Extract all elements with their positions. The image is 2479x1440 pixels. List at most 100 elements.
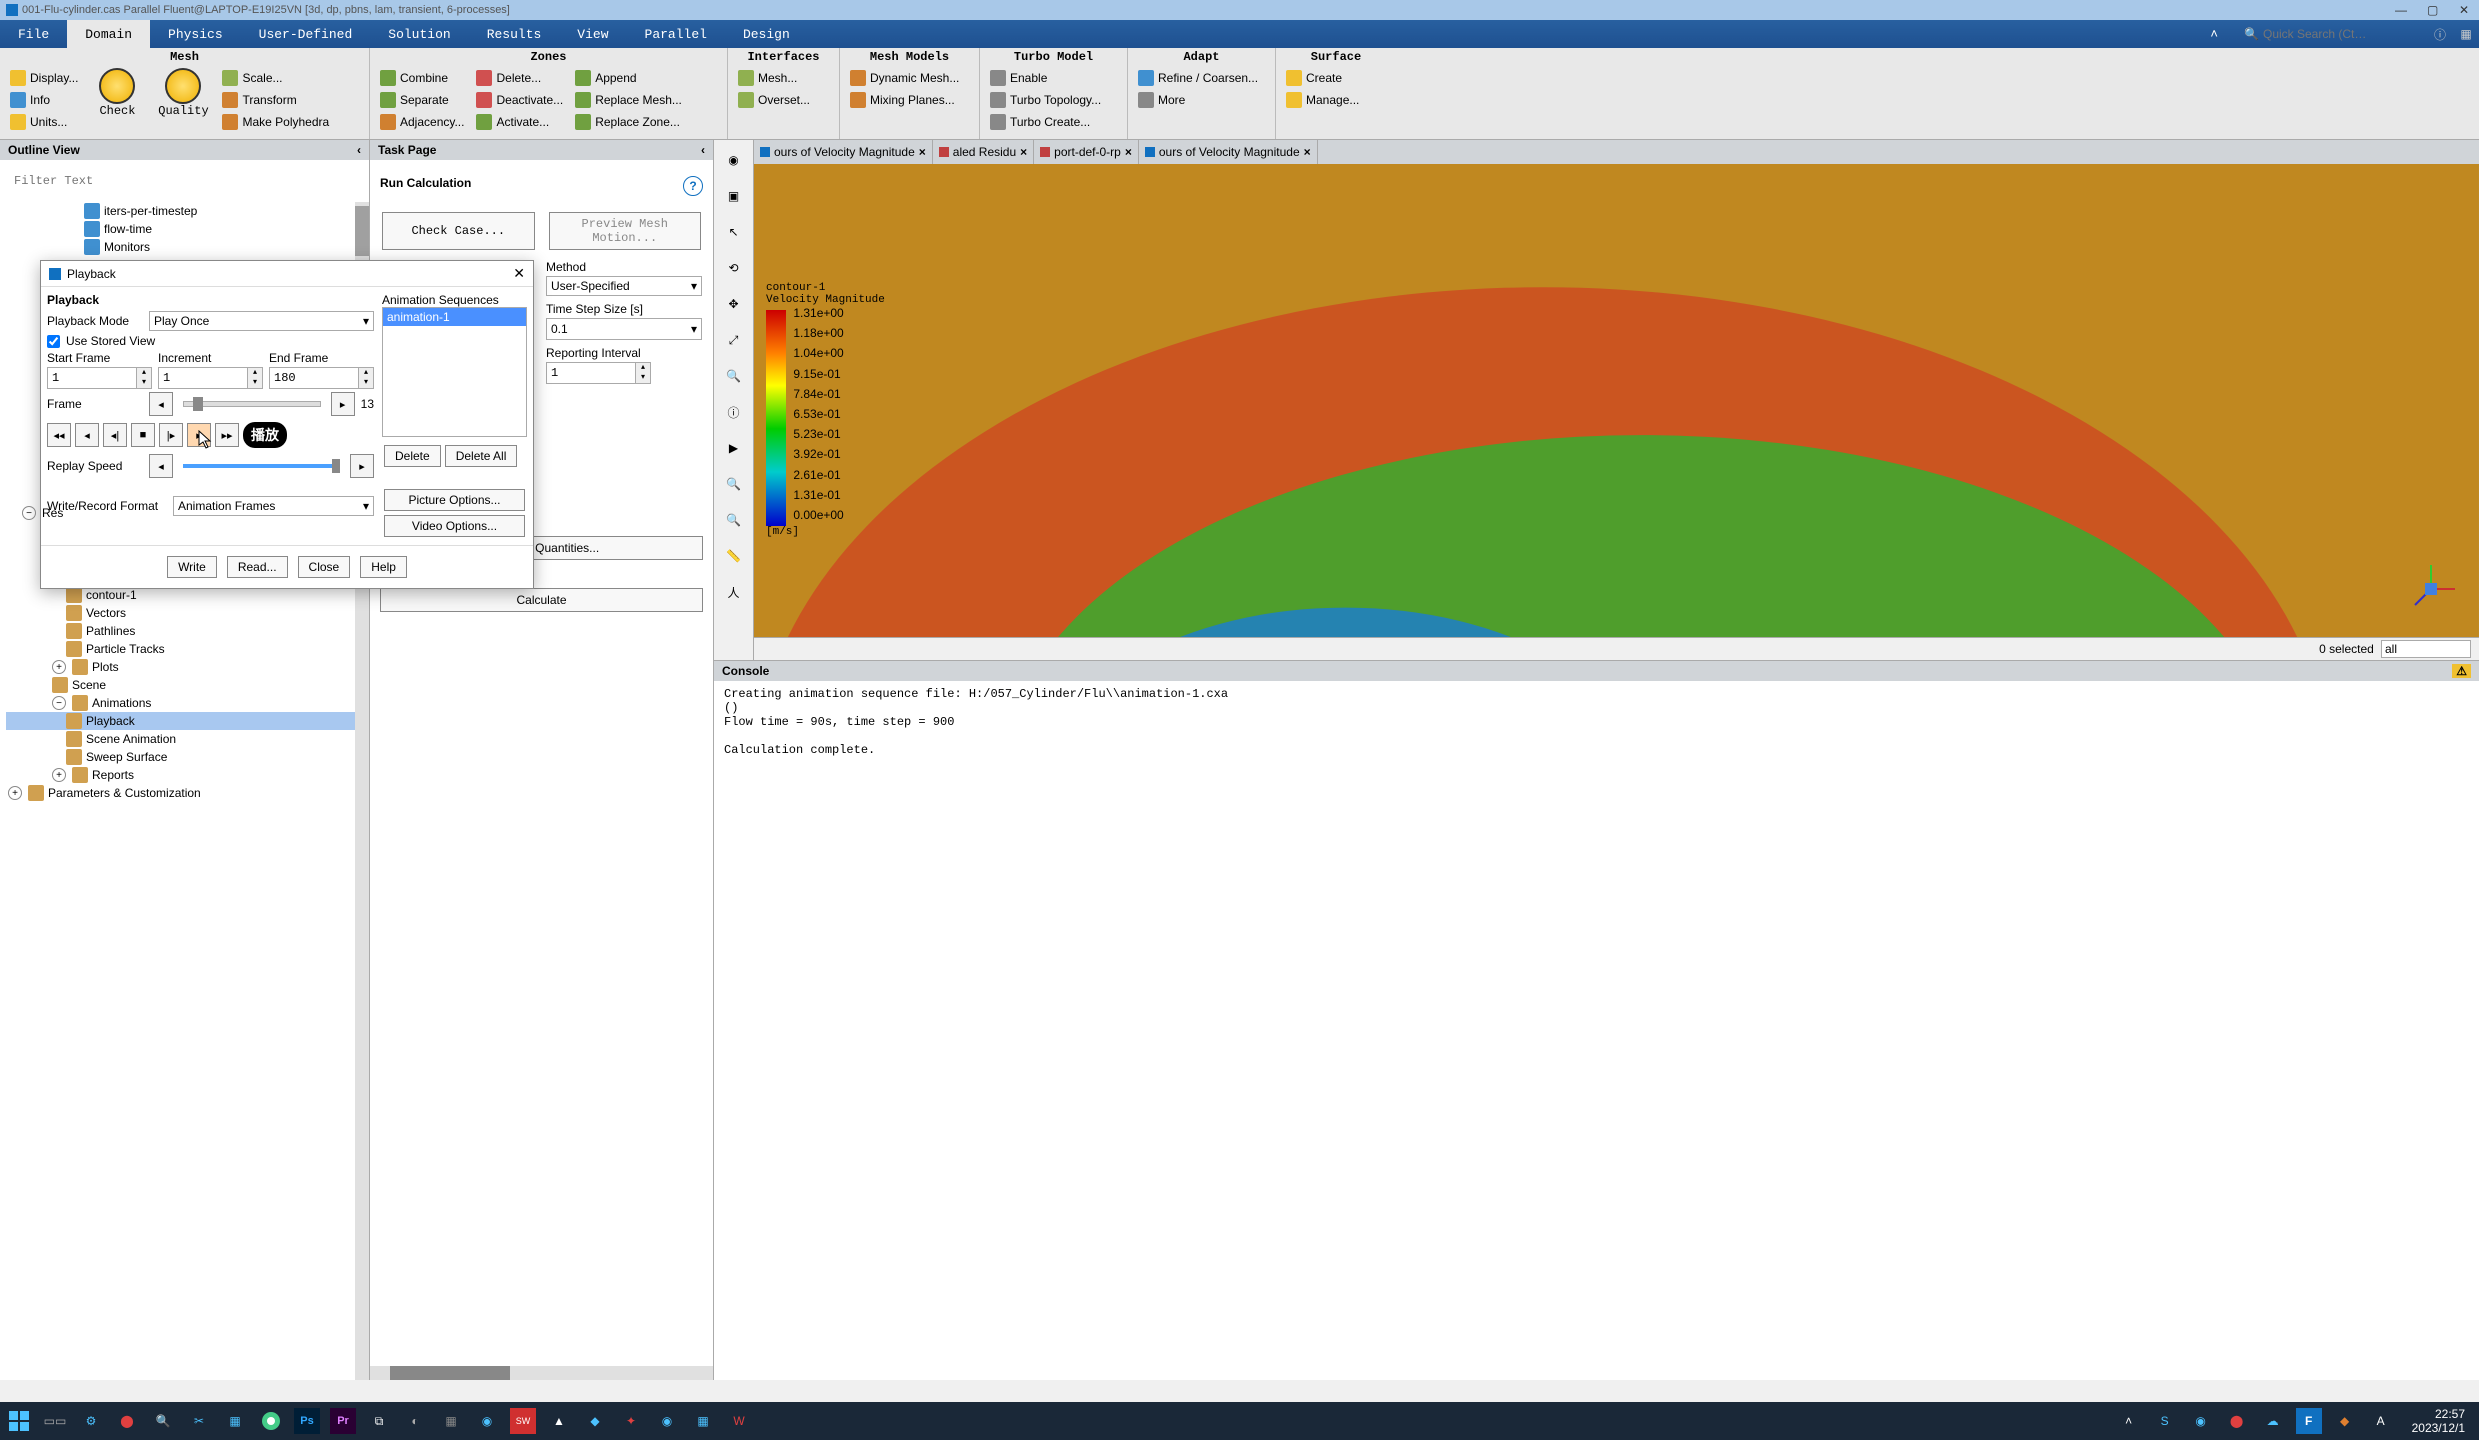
tree-item-parameters---customization[interactable]: +Parameters & Customization bbox=[6, 784, 369, 802]
delete-all-button[interactable]: Delete All bbox=[445, 445, 518, 467]
ribbon-append[interactable]: Append bbox=[571, 68, 686, 88]
tab-close-icon[interactable]: × bbox=[1125, 145, 1132, 159]
ribbon-enable[interactable]: Enable bbox=[986, 68, 1105, 88]
taskpage-hscroll[interactable] bbox=[370, 1366, 713, 1380]
outline-filter-input[interactable] bbox=[8, 168, 361, 194]
results-expander[interactable]: − bbox=[22, 506, 36, 520]
ribbon-separate[interactable]: Separate bbox=[376, 90, 468, 110]
tree-item-scene[interactable]: Scene bbox=[6, 676, 369, 694]
tb-rotate-icon[interactable]: ⟲ bbox=[720, 254, 748, 282]
app-icon-4[interactable]: ◆ bbox=[582, 1408, 608, 1434]
ribbon-check[interactable]: Check bbox=[86, 68, 148, 118]
ribbon-overset---[interactable]: Overset... bbox=[734, 90, 814, 110]
ribbon-combine[interactable]: Combine bbox=[376, 68, 468, 88]
solidworks-icon[interactable]: SW bbox=[510, 1408, 536, 1434]
orientation-triad[interactable] bbox=[2403, 561, 2459, 617]
taskview-icon[interactable]: ▭▭ bbox=[42, 1408, 68, 1434]
ribbon-turbo-topology---[interactable]: Turbo Topology... bbox=[986, 90, 1105, 110]
ribbon-delete---[interactable]: Delete... bbox=[472, 68, 567, 88]
menu-results[interactable]: Results bbox=[469, 20, 560, 48]
frame-next-button[interactable]: ▸ bbox=[331, 392, 355, 416]
ribbon-quality[interactable]: Quality bbox=[152, 68, 214, 118]
ribbon-info[interactable]: Info bbox=[6, 90, 82, 110]
expander-icon[interactable]: + bbox=[52, 768, 66, 782]
tree-item-monitors[interactable]: Monitors bbox=[6, 238, 369, 256]
tab-close-icon[interactable]: × bbox=[1304, 145, 1311, 159]
tb-magnify-icon[interactable]: 🔍 bbox=[720, 362, 748, 390]
fluent-tb-icon[interactable]: F bbox=[2296, 1408, 2322, 1434]
ribbon-create[interactable]: Create bbox=[1282, 68, 1363, 88]
close-button[interactable]: Close bbox=[298, 556, 351, 578]
taskpage-collapse-icon[interactable]: ‹ bbox=[701, 143, 705, 157]
tray-chevron[interactable]: ˄ bbox=[2116, 1408, 2142, 1434]
end-frame-input[interactable] bbox=[269, 367, 359, 389]
tree-item-playback[interactable]: Playback bbox=[6, 712, 369, 730]
app-icon-1[interactable]: ▦ bbox=[438, 1408, 464, 1434]
tb-person-icon[interactable]: 人 bbox=[720, 578, 748, 606]
chrome-icon[interactable] bbox=[258, 1408, 284, 1434]
steam-icon[interactable]: ◐ bbox=[402, 1408, 428, 1434]
onedrive-icon[interactable]: ☁ bbox=[2260, 1408, 2286, 1434]
ribbon-activate---[interactable]: Activate... bbox=[472, 112, 567, 132]
outline-collapse-icon[interactable]: ‹ bbox=[357, 143, 361, 157]
tray-icon-2[interactable]: ◉ bbox=[2188, 1408, 2214, 1434]
write-button[interactable]: Write bbox=[167, 556, 217, 578]
app-icon-7[interactable]: ▦ bbox=[690, 1408, 716, 1434]
ribbon-refine---coarsen---[interactable]: Refine / Coarsen... bbox=[1134, 68, 1262, 88]
tb-ruler-icon[interactable]: 📏 bbox=[720, 542, 748, 570]
play-button[interactable]: ▸ bbox=[187, 423, 211, 447]
anim-seq-listbox[interactable]: animation-1 bbox=[382, 307, 527, 437]
taskbar-clock[interactable]: 22:57 2023/12/1 bbox=[2404, 1407, 2473, 1436]
app-icon-5[interactable]: ✦ bbox=[618, 1408, 644, 1434]
tab-close-icon[interactable]: × bbox=[919, 145, 926, 159]
speed-down-button[interactable]: ◂ bbox=[149, 454, 173, 478]
tab-close-icon[interactable]: × bbox=[1020, 145, 1027, 159]
tb-info-icon[interactable]: ⓘ bbox=[720, 398, 748, 426]
app-icon-8[interactable]: W bbox=[726, 1408, 752, 1434]
graphics-tab[interactable]: ours of Velocity Magnitude× bbox=[754, 140, 933, 164]
ribbon-display---[interactable]: Display... bbox=[6, 68, 82, 88]
method-select[interactable]: User-Specified▾ bbox=[546, 276, 702, 296]
tb-cube-icon[interactable]: ▣ bbox=[720, 182, 748, 210]
menu-chevron[interactable]: ˄ bbox=[2192, 20, 2236, 48]
tree-item-vectors[interactable]: Vectors bbox=[6, 604, 369, 622]
menu-file[interactable]: File bbox=[0, 20, 67, 48]
ribbon-make-polyhedra[interactable]: Make Polyhedra bbox=[218, 112, 333, 132]
tree-item-plots[interactable]: +Plots bbox=[6, 658, 369, 676]
frame-fwd-button[interactable]: |▸ bbox=[159, 423, 183, 447]
explorer-icon[interactable]: ▦ bbox=[222, 1408, 248, 1434]
frame-prev-button[interactable]: ◂ bbox=[149, 392, 173, 416]
tray-ime-icon[interactable]: A bbox=[2368, 1408, 2394, 1434]
app-icon-2[interactable]: ◉ bbox=[474, 1408, 500, 1434]
minimize-button[interactable]: — bbox=[2395, 3, 2409, 17]
help-button[interactable]: Help bbox=[360, 556, 407, 578]
expander-icon[interactable]: + bbox=[52, 660, 66, 674]
ribbon-mixing-planes---[interactable]: Mixing Planes... bbox=[846, 90, 963, 110]
picture-options-button[interactable]: Picture Options... bbox=[384, 489, 525, 511]
delete-button[interactable]: Delete bbox=[384, 445, 441, 467]
tb-pan-icon[interactable]: ✥ bbox=[720, 290, 748, 318]
start-frame-input[interactable] bbox=[47, 367, 137, 389]
ribbon-adjacency---[interactable]: Adjacency... bbox=[376, 112, 468, 132]
read----button[interactable]: Read... bbox=[227, 556, 288, 578]
tb-fit2-icon[interactable]: 🔍 bbox=[720, 506, 748, 534]
menu-user-defined[interactable]: User-Defined bbox=[241, 20, 371, 48]
ribbon-deactivate---[interactable]: Deactivate... bbox=[472, 90, 567, 110]
tree-item-flow-time[interactable]: flow-time bbox=[6, 220, 369, 238]
capcut-icon[interactable]: ⧉ bbox=[366, 1408, 392, 1434]
help-icon[interactable]: ⓘ bbox=[2427, 20, 2453, 48]
tree-item-pathlines[interactable]: Pathlines bbox=[6, 622, 369, 640]
replay-speed-slider[interactable] bbox=[183, 464, 340, 468]
selection-filter-input[interactable] bbox=[2381, 640, 2471, 658]
tb-fit1-icon[interactable]: 🔍 bbox=[720, 470, 748, 498]
fast-fwd-button[interactable]: ▸▸ bbox=[215, 423, 239, 447]
ribbon-replace-zone---[interactable]: Replace Zone... bbox=[571, 112, 686, 132]
report-interval-input[interactable] bbox=[546, 362, 636, 384]
playback-mode-select[interactable]: Play Once▾ bbox=[149, 311, 374, 331]
cfd-viewport[interactable]: contour-1 Velocity Magnitude 1.31e+001.1… bbox=[754, 164, 2479, 637]
dialog-close-button[interactable]: ✕ bbox=[513, 265, 525, 282]
graphics-tab[interactable]: port-def-0-rp× bbox=[1034, 140, 1139, 164]
rewind-button[interactable]: ◂◂ bbox=[47, 423, 71, 447]
video-options-button[interactable]: Video Options... bbox=[384, 515, 525, 537]
anim-seq-item[interactable]: animation-1 bbox=[383, 308, 526, 326]
